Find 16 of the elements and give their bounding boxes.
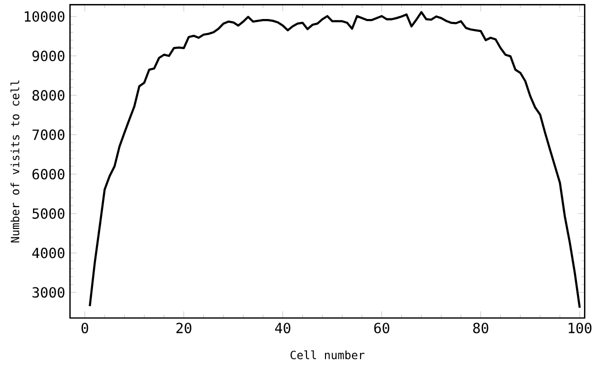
x-tick-label: 0 (82, 322, 88, 334)
x-tick-label: 100 (568, 322, 592, 334)
x-tick-label: 80 (473, 322, 488, 334)
x-axis-title: Cell number (290, 350, 364, 360)
x-tick-label: 40 (275, 322, 290, 334)
x-tick-label: 60 (374, 322, 390, 334)
y-tick-label: 9000 (32, 50, 64, 62)
y-tick-label: 5000 (32, 208, 64, 219)
y-tick-label: 6000 (32, 168, 64, 180)
y-tick-label: 10000 (24, 11, 64, 22)
y-axis-title: Number of visits to cell (10, 80, 20, 242)
y-tick-label: 3000 (32, 287, 64, 298)
x-tick-label: 20 (176, 322, 192, 334)
y-tick-label: 7000 (32, 129, 64, 140)
y-tick-label: 4000 (32, 248, 64, 258)
y-tick-label: 8000 (32, 90, 64, 101)
